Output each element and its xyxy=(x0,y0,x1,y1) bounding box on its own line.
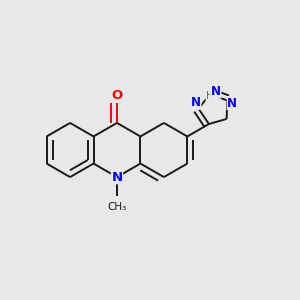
Text: O: O xyxy=(111,89,123,102)
Text: N: N xyxy=(111,171,122,184)
Text: N: N xyxy=(191,96,201,109)
Text: N: N xyxy=(211,85,221,98)
Text: CH₃: CH₃ xyxy=(107,202,127,212)
Text: N: N xyxy=(227,97,237,110)
Text: H: H xyxy=(206,92,213,101)
